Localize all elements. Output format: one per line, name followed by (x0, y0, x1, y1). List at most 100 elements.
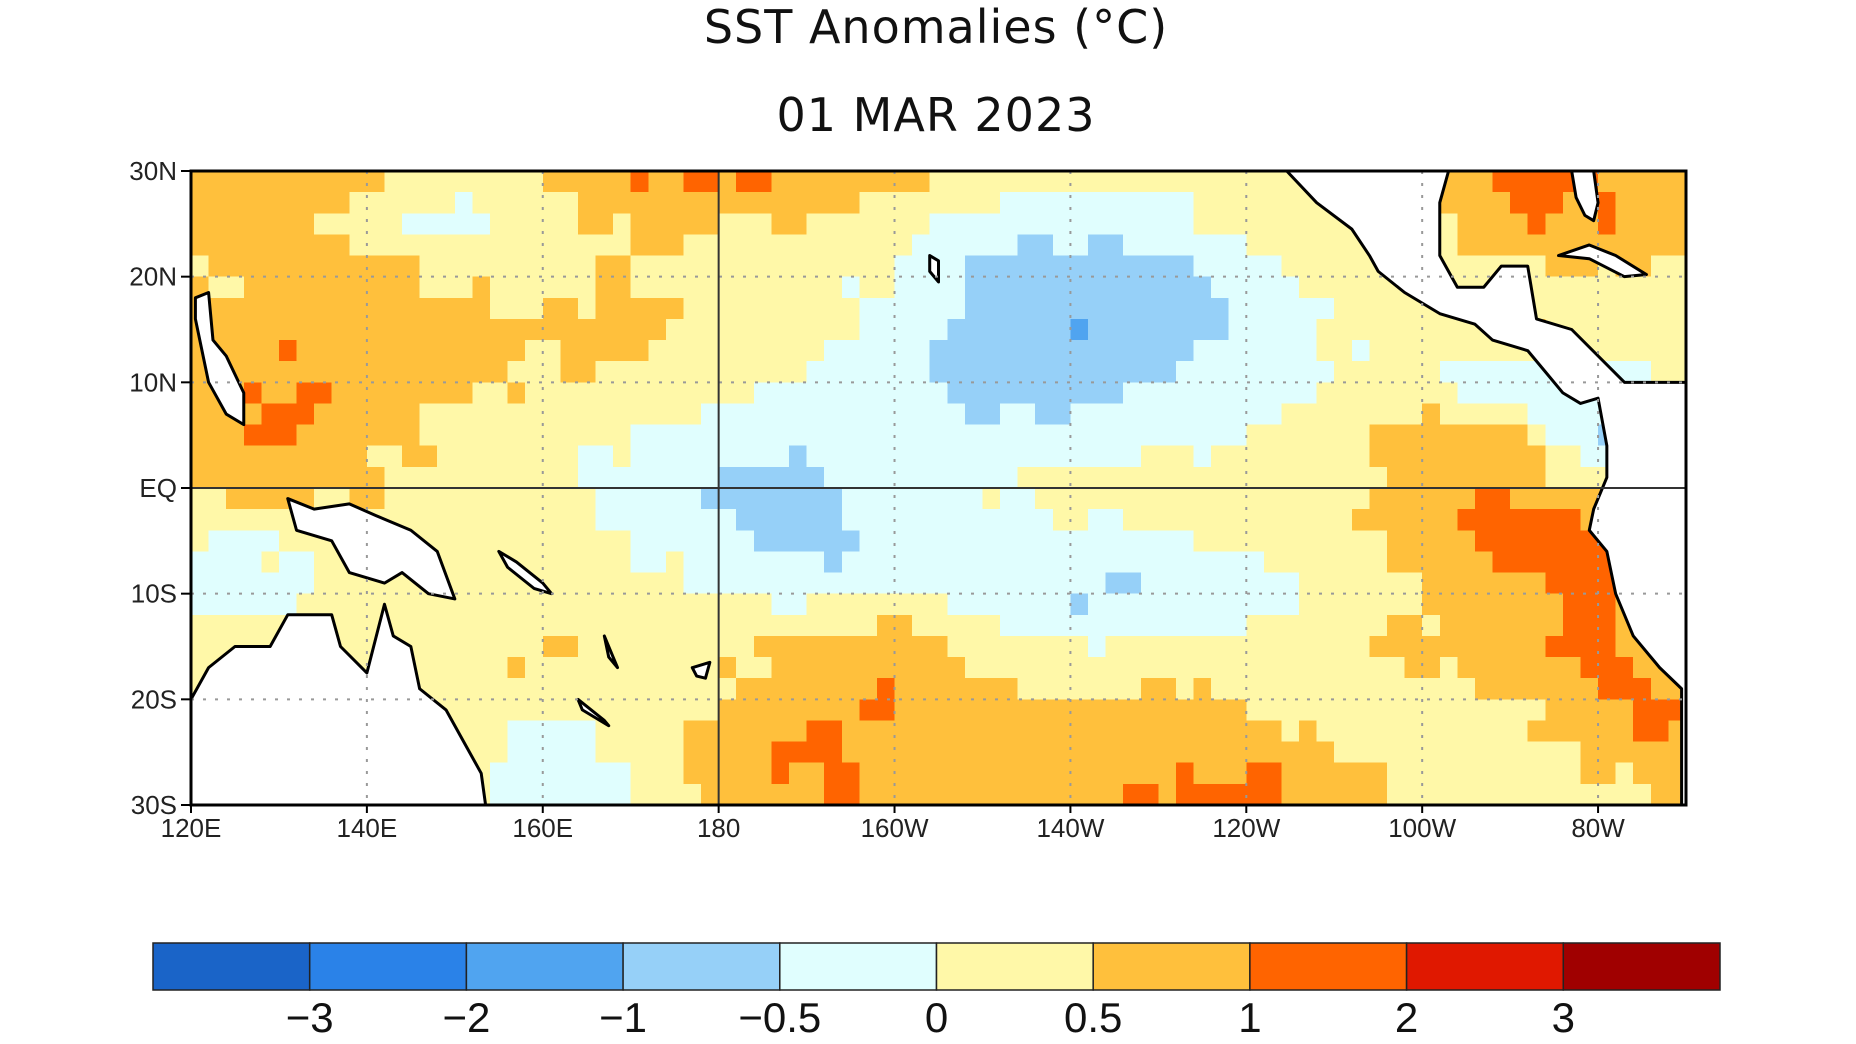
sst-cell (1000, 762, 1019, 785)
sst-cell (1439, 424, 1458, 447)
sst-cell (226, 551, 245, 574)
sst-cell (1439, 699, 1458, 722)
sst-cell (630, 551, 649, 574)
sst-cell (648, 318, 667, 341)
sst-cell (1123, 762, 1142, 785)
sst-cell (1334, 276, 1353, 299)
sst-cell (947, 635, 966, 658)
sst-cell (630, 762, 649, 785)
sst-cell (894, 424, 913, 447)
sst-cell (982, 445, 1001, 468)
sst-cell (1299, 678, 1318, 700)
sst-cell (964, 382, 984, 405)
sst-cell (525, 340, 544, 362)
sst-cell (789, 297, 808, 320)
sst-cell (1351, 466, 1371, 489)
sst-cell (947, 572, 966, 595)
sst-cell (1246, 593, 1265, 616)
sst-cell (1175, 635, 1195, 658)
sst-cell (1387, 614, 1406, 637)
sst-cell (577, 720, 597, 743)
sst-cell (665, 424, 685, 447)
sst-cell (454, 593, 474, 616)
sst-cell (701, 678, 720, 700)
sst-cell (1633, 741, 1652, 764)
sst-cell (894, 551, 913, 574)
sst-cell (982, 509, 1001, 531)
sst-cell (894, 318, 913, 341)
sst-cell (1263, 234, 1283, 257)
sst-cell (894, 530, 913, 552)
sst-cell (577, 382, 597, 405)
sst-cell (1545, 234, 1564, 257)
sst-cell (1052, 762, 1072, 785)
sst-cell (243, 509, 262, 531)
sst-cell (841, 488, 860, 510)
sst-cell (1105, 593, 1124, 616)
sst-cell (560, 192, 579, 214)
sst-cell (525, 234, 544, 257)
sst-cell (648, 340, 667, 362)
sst-cell (525, 614, 544, 637)
sst-cell (1404, 720, 1423, 743)
sst-cell (753, 762, 773, 785)
sst-cell (454, 297, 474, 320)
sst-cell (736, 234, 755, 257)
sst-cell (1000, 424, 1019, 447)
sst-cell (1140, 509, 1159, 531)
sst-cell (1562, 572, 1582, 595)
sst-cell (1123, 192, 1142, 214)
sst-cell (718, 255, 737, 278)
sst-cell (1140, 276, 1159, 299)
sst-cell (1387, 783, 1406, 806)
sst-cell (1615, 297, 1634, 320)
sst-cell (507, 361, 526, 383)
sst-cell (1193, 382, 1212, 405)
sst-cell (771, 171, 790, 193)
sst-cell (261, 255, 280, 278)
sst-cell (982, 403, 1001, 426)
sst-cell (753, 255, 773, 278)
sst-cell (525, 783, 544, 806)
sst-cell (525, 297, 544, 320)
new-guinea-land (286, 497, 457, 601)
grid-lines (191, 171, 1686, 805)
sst-cell (1457, 783, 1476, 806)
sst-cell (1316, 382, 1335, 405)
sst-cell (490, 424, 509, 447)
sst-cell (437, 297, 456, 320)
sst-cell (384, 403, 403, 426)
sst-cell (1439, 572, 1458, 595)
sst-cell (1492, 192, 1511, 214)
sst-cell (929, 276, 948, 299)
sst-cell (1299, 572, 1318, 595)
sst-cell (1650, 297, 1670, 320)
sst-cell (1175, 699, 1195, 722)
sst-cell (841, 699, 860, 722)
sst-cell (806, 530, 825, 552)
sst-cell (1193, 213, 1212, 235)
sst-cell (1175, 741, 1195, 764)
sst-cell (1158, 234, 1177, 257)
sst-cell (824, 192, 843, 214)
sst-cell (1175, 530, 1195, 552)
sst-cell (1211, 340, 1230, 362)
sst-cell (1474, 635, 1494, 658)
sst-cell (454, 614, 474, 637)
sst-cell (859, 297, 878, 320)
sst-cell (1140, 213, 1159, 235)
sst-cell (753, 741, 773, 764)
sst-cell (613, 509, 632, 531)
sst-cell (1527, 255, 1546, 278)
sst-cell (1035, 699, 1054, 722)
sst-cell (1228, 340, 1247, 362)
sst-cell (402, 614, 421, 637)
sst-cell (1316, 234, 1335, 257)
sst-cell (542, 678, 561, 700)
sst-cell (701, 551, 720, 574)
sst-cell (1334, 318, 1353, 341)
sst-cell (630, 403, 649, 426)
sst-cell (1492, 593, 1511, 616)
sst-cell (771, 340, 790, 362)
sst-cell (349, 424, 368, 447)
